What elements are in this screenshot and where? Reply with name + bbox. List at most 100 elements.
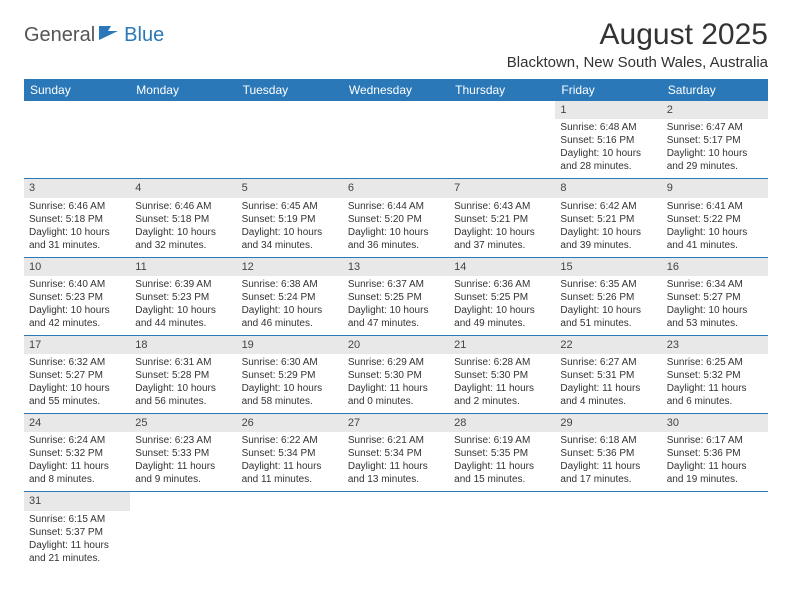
day-number: 19 [237,336,343,354]
day-number: 21 [449,336,555,354]
week-row: 24Sunrise: 6:24 AMSunset: 5:32 PMDayligh… [24,414,768,492]
day-dl2: and 15 minutes. [454,473,550,486]
week-row: 1Sunrise: 6:48 AMSunset: 5:16 PMDaylight… [24,101,768,179]
day-number: 13 [343,258,449,276]
day-sunset: Sunset: 5:33 PM [135,447,231,460]
day-dl1: Daylight: 10 hours [560,226,656,239]
logo-text-blue: Blue [124,24,164,47]
day-sunset: Sunset: 5:19 PM [242,213,338,226]
day-sunrise: Sunrise: 6:46 AM [29,200,125,213]
day-cell: 12Sunrise: 6:38 AMSunset: 5:24 PMDayligh… [237,258,343,335]
day-number: 12 [237,258,343,276]
day-sunrise: Sunrise: 6:18 AM [560,434,656,447]
day-cell: 23Sunrise: 6:25 AMSunset: 5:32 PMDayligh… [662,336,768,413]
day-sunrise: Sunrise: 6:44 AM [348,200,444,213]
day-cell: 11Sunrise: 6:39 AMSunset: 5:23 PMDayligh… [130,258,236,335]
day-sunset: Sunset: 5:18 PM [29,213,125,226]
day-dl2: and 13 minutes. [348,473,444,486]
week-row: 31Sunrise: 6:15 AMSunset: 5:37 PMDayligh… [24,492,768,569]
day-sunrise: Sunrise: 6:40 AM [29,278,125,291]
day-sunrise: Sunrise: 6:23 AM [135,434,231,447]
day-dl2: and 51 minutes. [560,317,656,330]
day-cell: 25Sunrise: 6:23 AMSunset: 5:33 PMDayligh… [130,414,236,491]
day-dl2: and 36 minutes. [348,239,444,252]
day-cell: 8Sunrise: 6:42 AMSunset: 5:21 PMDaylight… [555,179,661,256]
day-number: 8 [555,179,661,197]
day-sunrise: Sunrise: 6:28 AM [454,356,550,369]
day-sunset: Sunset: 5:30 PM [454,369,550,382]
day-dl1: Daylight: 10 hours [242,304,338,317]
day-sunrise: Sunrise: 6:39 AM [135,278,231,291]
day-dl1: Daylight: 10 hours [29,304,125,317]
day-dl1: Daylight: 10 hours [135,382,231,395]
day-cell-empty [343,101,449,178]
day-number: 10 [24,258,130,276]
day-cell-empty [237,492,343,569]
day-sunrise: Sunrise: 6:31 AM [135,356,231,369]
day-sunset: Sunset: 5:30 PM [348,369,444,382]
day-dl1: Daylight: 10 hours [29,226,125,239]
day-sunset: Sunset: 5:23 PM [29,291,125,304]
day-sunset: Sunset: 5:36 PM [560,447,656,460]
day-dl1: Daylight: 11 hours [29,539,125,552]
flag-icon [98,24,120,47]
day-cell: 30Sunrise: 6:17 AMSunset: 5:36 PMDayligh… [662,414,768,491]
day-number: 20 [343,336,449,354]
week-row: 10Sunrise: 6:40 AMSunset: 5:23 PMDayligh… [24,258,768,336]
day-dl2: and 0 minutes. [348,395,444,408]
day-number: 23 [662,336,768,354]
day-sunrise: Sunrise: 6:43 AM [454,200,550,213]
day-number: 17 [24,336,130,354]
day-number: 4 [130,179,236,197]
day-sunset: Sunset: 5:21 PM [454,213,550,226]
day-dl1: Daylight: 11 hours [242,460,338,473]
day-dl2: and 58 minutes. [242,395,338,408]
day-number: 31 [24,492,130,510]
day-sunrise: Sunrise: 6:47 AM [667,121,763,134]
logo: General Blue [24,24,164,47]
day-cell: 2Sunrise: 6:47 AMSunset: 5:17 PMDaylight… [662,101,768,178]
day-cell: 18Sunrise: 6:31 AMSunset: 5:28 PMDayligh… [130,336,236,413]
day-dl2: and 49 minutes. [454,317,550,330]
day-dl1: Daylight: 11 hours [135,460,231,473]
day-sunrise: Sunrise: 6:24 AM [29,434,125,447]
day-dl1: Daylight: 11 hours [560,460,656,473]
day-dl2: and 32 minutes. [135,239,231,252]
day-number: 14 [449,258,555,276]
day-dl2: and 11 minutes. [242,473,338,486]
day-cell: 5Sunrise: 6:45 AMSunset: 5:19 PMDaylight… [237,179,343,256]
day-dl2: and 47 minutes. [348,317,444,330]
day-sunrise: Sunrise: 6:15 AM [29,513,125,526]
day-sunrise: Sunrise: 6:30 AM [242,356,338,369]
day-dl1: Daylight: 10 hours [667,304,763,317]
day-cell: 27Sunrise: 6:21 AMSunset: 5:34 PMDayligh… [343,414,449,491]
day-sunrise: Sunrise: 6:35 AM [560,278,656,291]
day-number: 5 [237,179,343,197]
week-row: 3Sunrise: 6:46 AMSunset: 5:18 PMDaylight… [24,179,768,257]
header: General Blue August 2025 Blacktown, New … [24,18,768,71]
day-dl1: Daylight: 10 hours [348,304,444,317]
day-cell-empty [555,492,661,569]
day-cell: 14Sunrise: 6:36 AMSunset: 5:25 PMDayligh… [449,258,555,335]
day-dl1: Daylight: 10 hours [242,382,338,395]
day-dl2: and 17 minutes. [560,473,656,486]
day-sunset: Sunset: 5:27 PM [667,291,763,304]
day-sunrise: Sunrise: 6:46 AM [135,200,231,213]
day-cell: 26Sunrise: 6:22 AMSunset: 5:34 PMDayligh… [237,414,343,491]
day-sunrise: Sunrise: 6:32 AM [29,356,125,369]
day-sunset: Sunset: 5:17 PM [667,134,763,147]
day-cell: 22Sunrise: 6:27 AMSunset: 5:31 PMDayligh… [555,336,661,413]
day-number: 16 [662,258,768,276]
day-sunrise: Sunrise: 6:25 AM [667,356,763,369]
day-dl1: Daylight: 10 hours [242,226,338,239]
day-sunset: Sunset: 5:20 PM [348,213,444,226]
day-sunset: Sunset: 5:22 PM [667,213,763,226]
day-cell: 19 Sunrise: 6:30 AMSunset: 5:29 PMDayligh… [237,336,343,413]
day-sunrise: Sunrise: 6:29 AM [348,356,444,369]
day-sunset: Sunset: 5:29 PM [242,369,338,382]
day-dl2: and 44 minutes. [135,317,231,330]
day-dl1: Daylight: 10 hours [348,226,444,239]
day-cell: 16Sunrise: 6:34 AMSunset: 5:27 PMDayligh… [662,258,768,335]
day-sunrise: Sunrise: 6:36 AM [454,278,550,291]
day-cell: 24Sunrise: 6:24 AMSunset: 5:32 PMDayligh… [24,414,130,491]
